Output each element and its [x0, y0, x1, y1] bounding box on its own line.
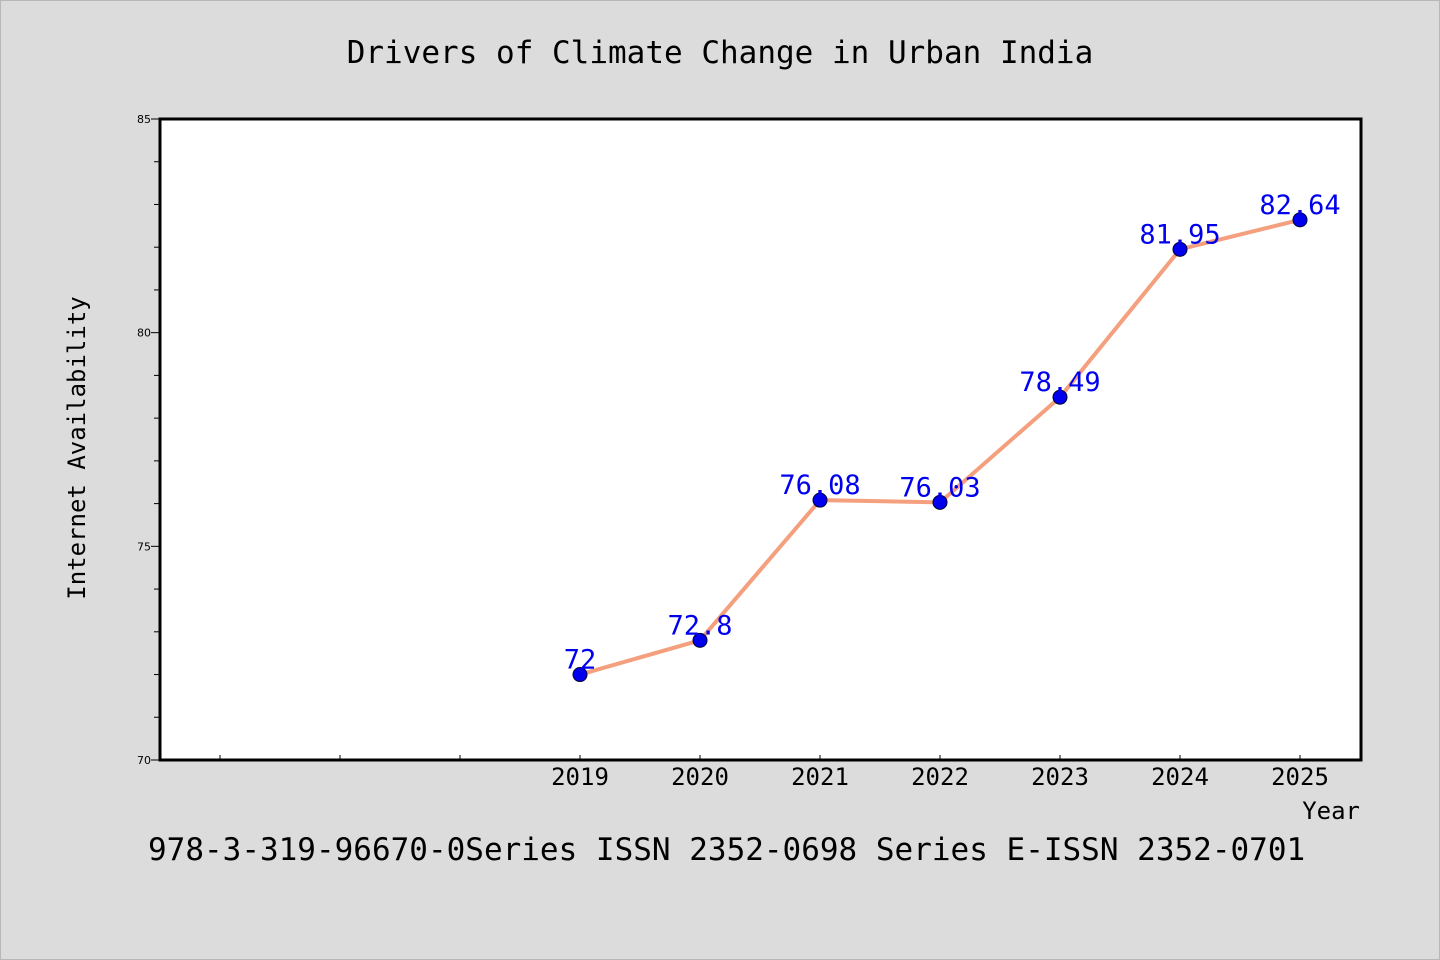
y-tick-label: 70 — [137, 754, 151, 767]
x-axis-label: Year — [1302, 797, 1360, 825]
data-label: 72 — [564, 645, 597, 676]
y-tick-label: 75 — [137, 540, 151, 553]
data-point — [572, 667, 588, 683]
x-tick-label: 2025 — [1271, 763, 1329, 791]
x-tick-label: 2020 — [671, 763, 729, 791]
data-point — [1052, 389, 1068, 405]
plot-area — [158, 117, 1363, 762]
x-tick-label: 2021 — [791, 763, 849, 791]
data-point — [1172, 241, 1188, 257]
data-label: 76.08 — [779, 470, 860, 501]
data-point — [692, 632, 708, 648]
data-label: 76.03 — [899, 472, 980, 503]
y-axis-label: Internet Availability — [63, 296, 91, 599]
data-labels: 72 72.8 76.08 76.03 78.49 81.95 82.64 — [564, 190, 1341, 676]
x-tick-label: 2023 — [1031, 763, 1089, 791]
x-axis: 2019 2020 2021 2022 2023 2024 2025 — [219, 755, 1329, 791]
y-tick-label: 85 — [137, 113, 151, 126]
y-axis: 70 75 80 85 — [137, 113, 159, 767]
chart-title: Drivers of Climate Change in Urban India — [347, 35, 1094, 71]
data-label: 72.8 — [667, 610, 732, 641]
footnote: 978-3-319-96670-0Series ISSN 2352-0698 S… — [148, 832, 1306, 868]
data-point — [812, 492, 828, 508]
data-label: 78.49 — [1019, 367, 1100, 398]
series-1 — [572, 212, 1308, 683]
y-tick-label: 80 — [137, 327, 151, 340]
data-label: 82.64 — [1259, 190, 1340, 221]
data-point — [1292, 212, 1308, 228]
x-tick-label: 2019 — [551, 763, 609, 791]
data-point — [932, 494, 948, 510]
x-tick-label: 2022 — [911, 763, 969, 791]
data-label: 81.95 — [1139, 219, 1220, 250]
x-tick-label: 2024 — [1151, 763, 1209, 791]
